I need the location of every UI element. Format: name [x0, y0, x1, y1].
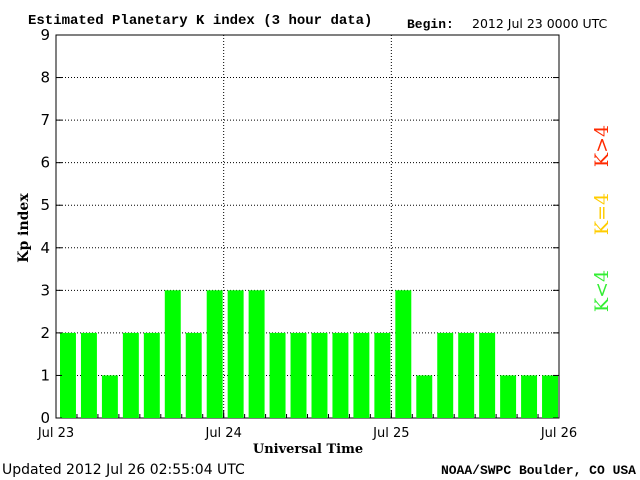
y-tick-label: 3: [40, 281, 50, 299]
kp-bar: [521, 375, 538, 418]
kp-bar: [542, 375, 558, 418]
x-axis-ticks: Jul 23 Jul 24 Jul 25 Jul 26: [37, 410, 577, 441]
y-axis-ticks: 0 1 2 3 4 5 6 7 8 9: [40, 26, 559, 427]
legend-k-greater-4: K>4: [591, 125, 613, 167]
kp-bar: [332, 332, 349, 418]
y-tick-label: 5: [40, 196, 50, 214]
kp-bar: [395, 290, 412, 418]
x-tick-label: Jul 25: [372, 426, 409, 441]
source-credit: NOAA/SWPC Boulder, CO USA: [441, 463, 636, 478]
kp-bar: [479, 332, 496, 418]
kp-bar: [374, 332, 391, 418]
y-tick-label: 2: [40, 324, 50, 342]
y-axis-title: Kp index: [16, 193, 32, 263]
y-tick-label: 8: [40, 69, 50, 87]
legend-k-less-4: K<4: [591, 270, 613, 312]
kp-bar: [227, 290, 244, 418]
chart-title: Estimated Planetary K index (3 hour data…: [28, 13, 372, 29]
kp-bar: [416, 375, 433, 418]
kp-bar: [143, 332, 160, 418]
x-tick-label: Jul 24: [204, 426, 241, 441]
kp-bar: [290, 332, 307, 418]
kp-bar: [269, 332, 286, 418]
y-tick-label: 0: [40, 409, 50, 427]
kp-bar: [80, 332, 97, 418]
y-tick-label: 1: [40, 366, 50, 384]
kp-bar: [311, 332, 328, 418]
kp-bar: [101, 375, 118, 418]
begin-value: 2012 Jul 23 0000 UTC: [472, 16, 608, 31]
x-tick-label: Jul 26: [540, 426, 577, 441]
kp-bar: [353, 332, 370, 418]
updated-timestamp: Updated 2012 Jul 26 02:55:04 UTC: [2, 462, 245, 478]
begin-label: Begin:: [407, 17, 454, 32]
y-tick-label: 4: [40, 239, 50, 257]
grid-lines: [56, 35, 559, 418]
kp-bar: [164, 290, 181, 418]
kp-bar: [122, 332, 139, 418]
kp-bar: [60, 332, 76, 418]
x-tick-label: Jul 23: [37, 426, 74, 441]
legend-k-equal-4: K=4: [591, 193, 613, 235]
kp-bar: [500, 375, 517, 418]
kp-bar: [437, 332, 454, 418]
x-axis-title: Universal Time: [253, 442, 363, 457]
kp-bar: [458, 332, 475, 418]
y-tick-label: 7: [40, 111, 50, 129]
kp-bar: [206, 290, 223, 418]
y-tick-label: 9: [40, 26, 50, 44]
bars: [60, 290, 558, 418]
kp-bar: [248, 290, 265, 418]
y-tick-label: 6: [40, 154, 50, 172]
kp-bar: [185, 332, 202, 418]
